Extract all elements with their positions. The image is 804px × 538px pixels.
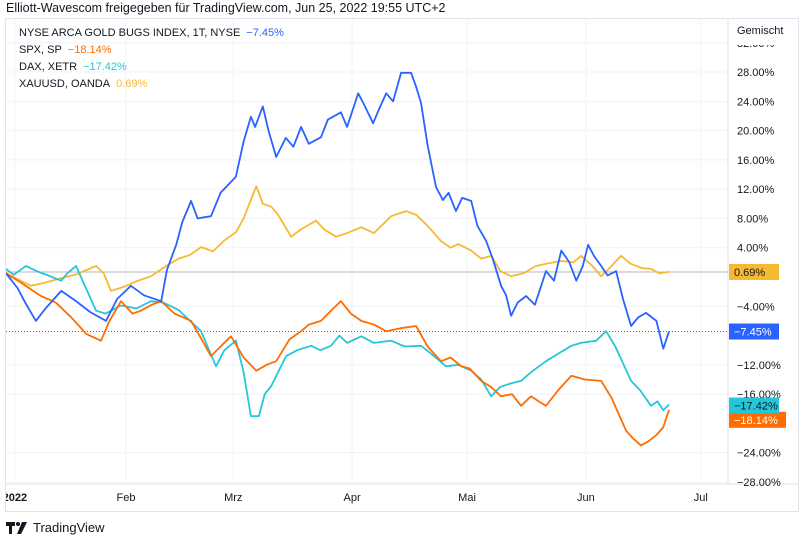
y-tick-label: −4.00% <box>737 301 775 313</box>
x-tick-label: Feb <box>116 492 135 504</box>
y-tick-label: 24.00% <box>737 96 775 108</box>
y-tick-label: −12.00% <box>737 360 781 372</box>
last-value-label-2: −17.42% <box>734 401 778 413</box>
last-value-badge-3 <box>729 263 779 280</box>
legend-item-2[interactable]: DAX, XETR −17.42% <box>19 61 127 73</box>
last-value-label-3: 0.69% <box>734 267 765 279</box>
y-tick-label: 8.00% <box>737 213 768 225</box>
tradingview-logo-icon <box>6 521 27 534</box>
scale-label-mask <box>729 37 798 45</box>
last-value-badge-0 <box>729 323 779 340</box>
share-header: Elliott-Wavescom freigegeben für Trading… <box>6 1 446 15</box>
y-tick-label: 28.00% <box>737 67 775 79</box>
x-tick-label: Jul <box>694 492 708 504</box>
y-tick-label: 12.00% <box>737 184 775 196</box>
tradingview-logo[interactable]: TradingView <box>6 520 105 535</box>
last-value-label-1: −18.14% <box>734 415 778 427</box>
x-tick-label: Apr <box>344 492 361 504</box>
scale-mode-label[interactable]: Gemischt <box>737 25 783 37</box>
legend-value: 0.69% <box>116 78 148 90</box>
legend-name: XAUUSD, OANDA <box>19 78 111 90</box>
last-value-badge-2 <box>729 397 779 414</box>
series-line-1 <box>6 272 670 447</box>
y-tick-label: 20.00% <box>737 126 775 138</box>
legend-value: −7.45% <box>246 27 284 39</box>
chart-frame[interactable]: 32.00%28.00%24.00%20.00%16.00%12.00%8.00… <box>5 18 799 512</box>
legend-name: NYSE ARCA GOLD BUGS INDEX, 1T, NYSE <box>19 27 241 39</box>
x-tick-label: 2022 <box>6 492 27 504</box>
legend-name: SPX, SP <box>19 44 62 56</box>
last-value-label-0: −7.45% <box>734 327 772 339</box>
legend-item-1[interactable]: SPX, SP −18.14% <box>19 44 112 56</box>
legend-value: −18.14% <box>67 44 112 56</box>
y-tick-label: −24.00% <box>737 448 781 460</box>
legend-item-3[interactable]: XAUUSD, OANDA 0.69% <box>19 78 147 90</box>
last-value-badge-1 <box>729 411 786 428</box>
legend-name: DAX, XETR <box>19 61 78 73</box>
x-tick-label: Mrz <box>224 492 242 504</box>
tradingview-logo-text: TradingView <box>33 520 105 535</box>
x-tick-label: Jun <box>577 492 595 504</box>
series-line-2 <box>6 265 670 417</box>
series-line-3 <box>6 185 670 292</box>
chart-svg[interactable]: 32.00%28.00%24.00%20.00%16.00%12.00%8.00… <box>6 19 798 511</box>
legend-item-0[interactable]: NYSE ARCA GOLD BUGS INDEX, 1T, NYSE −7.45… <box>19 27 284 39</box>
legend-value: −17.42% <box>83 61 127 73</box>
x-tick-label: Mai <box>458 492 476 504</box>
y-tick-label: 4.00% <box>737 243 768 255</box>
y-tick-label: 16.00% <box>737 155 775 167</box>
series-line-0 <box>6 71 670 350</box>
y-tick-label: −28.00% <box>737 477 781 489</box>
